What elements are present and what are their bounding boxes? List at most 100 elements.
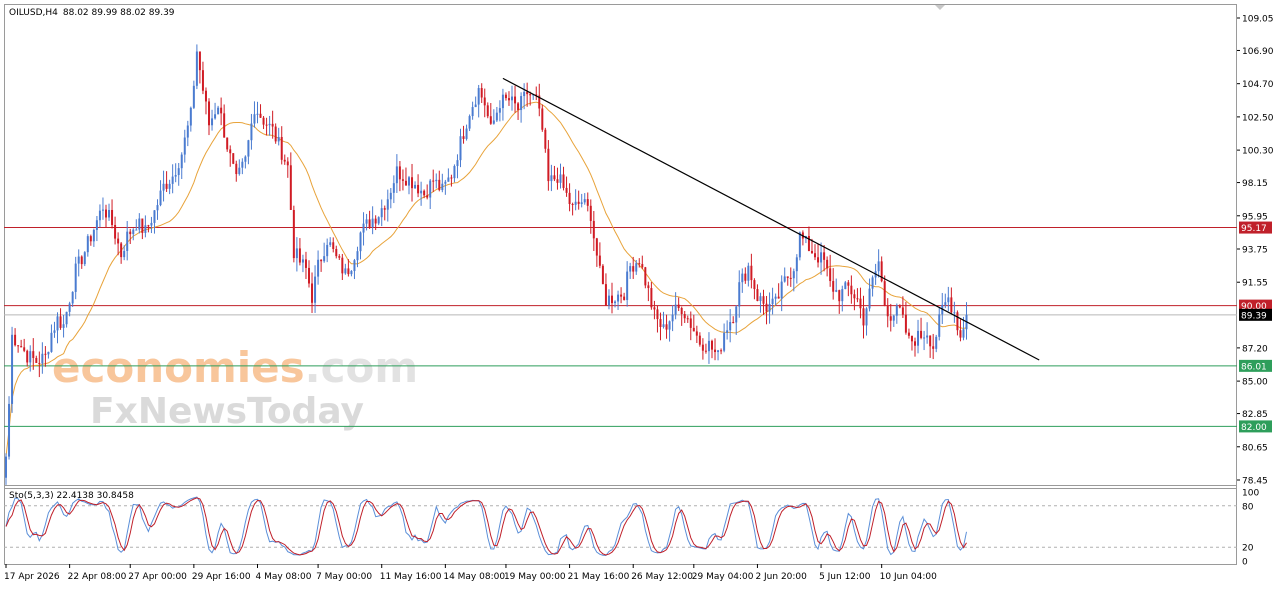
y-tick-label: 106.90 — [1242, 47, 1274, 57]
candle — [862, 295, 865, 339]
candle — [865, 307, 868, 336]
x-tick-label: 17 Apr 2026 — [4, 572, 60, 582]
candle — [507, 91, 510, 106]
candle — [123, 245, 126, 261]
x-tick-label: 5 Jun 12:00 — [819, 572, 871, 582]
candle — [17, 345, 20, 353]
y-tick-label: 93.75 — [1242, 246, 1268, 256]
svg-text:90.00: 90.00 — [1241, 302, 1267, 312]
candle — [265, 117, 268, 136]
candle — [635, 259, 638, 275]
candle — [907, 328, 910, 339]
candle — [220, 97, 223, 126]
candle — [859, 287, 862, 319]
candle — [86, 234, 89, 257]
candle — [662, 311, 665, 329]
candle — [756, 284, 759, 302]
candle — [759, 292, 762, 313]
candle — [695, 325, 698, 344]
candle — [414, 181, 417, 189]
candle — [480, 83, 483, 104]
candle — [211, 109, 214, 131]
candle — [474, 96, 477, 108]
candle — [341, 253, 344, 281]
stoch-axis-label: 80 — [1242, 502, 1254, 512]
candle — [392, 175, 395, 204]
candle — [271, 110, 274, 139]
candle — [268, 115, 271, 136]
candle — [720, 348, 723, 355]
candle — [23, 338, 26, 353]
candle — [923, 330, 926, 351]
price-axis: 109.05 106.90 104.70 102.50 100.30 98.15 95.95… — [1237, 15, 1274, 487]
candle — [674, 292, 677, 320]
candle — [541, 104, 544, 132]
x-tick-label: 26 May 12:00 — [631, 572, 693, 582]
candle — [914, 337, 916, 357]
candle — [183, 129, 186, 163]
chart-header: OILUSD,H4 88.02 89.99 88.02 89.39 — [9, 8, 175, 18]
candle — [462, 125, 465, 144]
candle — [450, 174, 453, 187]
candle — [950, 287, 953, 314]
candle — [547, 140, 550, 191]
candle — [823, 245, 826, 272]
candle — [535, 86, 538, 101]
candle — [135, 219, 138, 231]
candle — [550, 164, 553, 192]
candle — [453, 164, 456, 183]
candle — [798, 231, 801, 261]
candle — [95, 215, 98, 242]
candle — [780, 275, 783, 312]
candle — [856, 288, 859, 303]
x-tick-label: 29 Apr 16:00 — [192, 572, 251, 582]
candle — [80, 255, 83, 269]
candle — [435, 173, 438, 189]
candle — [301, 254, 304, 273]
candle — [892, 314, 895, 327]
y-tick-label: 82.85 — [1242, 410, 1268, 420]
candle — [71, 291, 74, 307]
candle — [147, 224, 150, 233]
candle — [38, 351, 41, 378]
candle — [853, 289, 856, 311]
x-tick-label: 21 May 16:00 — [568, 572, 630, 582]
candle — [910, 335, 913, 351]
candle — [208, 98, 211, 136]
candle — [568, 183, 571, 212]
candle — [14, 328, 17, 347]
candle — [580, 193, 583, 208]
candle — [407, 175, 410, 195]
candle — [356, 246, 359, 268]
candle — [607, 289, 610, 310]
candle — [226, 137, 229, 152]
scroll-marker-icon[interactable] — [935, 5, 945, 10]
candle — [889, 303, 892, 332]
candle — [726, 320, 729, 340]
descending-trendline[interactable] — [502, 77, 1040, 361]
candle — [817, 243, 820, 268]
candle — [810, 238, 813, 254]
candle — [707, 332, 710, 364]
stoch-signal-line — [5, 497, 967, 556]
candle — [92, 228, 95, 247]
candle — [459, 128, 462, 168]
y-tick-label: 102.50 — [1242, 113, 1274, 123]
candle — [747, 262, 750, 287]
candle — [335, 245, 338, 259]
candle — [65, 311, 68, 328]
candle — [47, 351, 50, 359]
candle — [332, 237, 335, 253]
candle — [577, 190, 580, 210]
candle — [774, 293, 777, 306]
y-tick-label: 98.15 — [1242, 179, 1268, 189]
candle — [217, 105, 220, 115]
candle — [735, 305, 738, 335]
candle — [814, 244, 817, 261]
candle — [274, 123, 277, 144]
candle — [665, 314, 668, 339]
candle — [350, 270, 353, 277]
candle — [771, 287, 774, 315]
